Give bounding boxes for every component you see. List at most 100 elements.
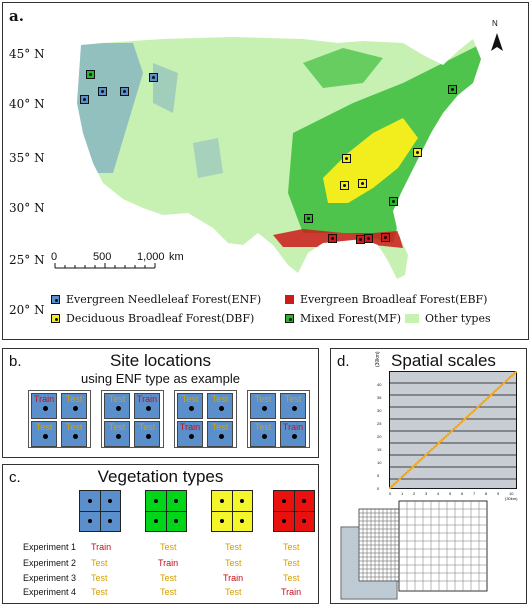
site-cell: Train: [177, 421, 203, 447]
experiment-row: Experiment 3: [23, 573, 76, 583]
experiment-value: Train: [158, 558, 179, 568]
x-tick: 7: [473, 491, 476, 496]
experiment-value: Test: [283, 558, 300, 568]
y-tick: 25: [377, 421, 382, 426]
legend-other: Other types: [405, 312, 491, 325]
panel-b-subtitle: using ENF type as example: [81, 371, 240, 386]
cell-label: Test: [211, 422, 229, 432]
mf-region: [303, 48, 383, 88]
experiment-value: Test: [283, 542, 300, 552]
lat-label-20: 20° N: [9, 303, 45, 317]
x-tick: 4: [437, 491, 440, 496]
grid-unit-side: (30km): [505, 496, 518, 501]
y-tick: 20: [377, 434, 382, 439]
experiment-value: Test: [91, 573, 108, 583]
lat-label-25: 25° N: [9, 253, 45, 267]
site-cell: Test: [207, 421, 233, 447]
grid-unit-top: (30km): [375, 351, 381, 367]
site-marker-dbf: [358, 179, 367, 188]
grid-sheets-stack: [340, 500, 488, 600]
panel-a-map: a. 45° N 40° N 35° N 30° N 25° N 20° N: [2, 2, 529, 340]
experiment-row: Experiment 4: [23, 587, 76, 597]
site-marker-dbf: [342, 154, 351, 163]
site-cell: Test: [104, 393, 130, 419]
experiment-value: Test: [91, 587, 108, 597]
x-tick: 0: [389, 491, 392, 496]
panel-d-label: d.: [337, 353, 350, 370]
experiment-row: Experiment 2: [23, 558, 76, 568]
experiment-value: Test: [160, 573, 177, 583]
site-marker-enf: [149, 73, 158, 82]
cell-label: Test: [108, 394, 126, 404]
cell-label: Test: [284, 394, 302, 404]
cell-label: Test: [65, 394, 83, 404]
legend-mf: Mixed Forest(MF): [285, 312, 401, 325]
scale-diagonal: [389, 371, 517, 489]
panel-c-vegetation-types: c. Vegetation types Experiment 1 Train T…: [2, 464, 319, 604]
x-tick: 2: [413, 491, 416, 496]
site-cell: Test: [61, 421, 87, 447]
site-cell: Test: [250, 421, 276, 447]
panel-a-label: a.: [9, 7, 24, 25]
experiment-name: Experiment 2: [23, 558, 77, 568]
lat-label-30: 30° N: [9, 201, 45, 215]
site-group-1: Train Test Test Test: [28, 390, 91, 448]
cell-label: Test: [138, 422, 156, 432]
site-group-2: Test Train Test Test: [101, 390, 164, 448]
x-tick: 3: [425, 491, 428, 496]
site-marker-mf: [389, 197, 398, 206]
x-tick: 9: [497, 491, 500, 496]
y-tick: 10: [377, 460, 382, 465]
legend-dbf: Deciduous Broadleaf Forest(DBF): [51, 312, 254, 325]
site-cell: Test: [177, 393, 203, 419]
site-cell: Test: [104, 421, 130, 447]
x-tick: 5: [449, 491, 452, 496]
legend-swatch-other: [405, 314, 419, 323]
experiment-value: Train: [91, 542, 112, 552]
panel-b-label: b.: [9, 353, 22, 370]
veg-type-mf: [145, 490, 187, 532]
lat-label-40: 40° N: [9, 97, 45, 111]
enf-region: [193, 138, 223, 178]
site-cell: Train: [134, 393, 160, 419]
site-marker-mf: [86, 70, 95, 79]
site-marker-dbf: [340, 181, 349, 190]
y-tick: 5: [377, 473, 380, 478]
experiment-value: Test: [225, 542, 242, 552]
site-marker-dbf: [413, 148, 422, 157]
panel-c-title: Vegetation types: [97, 467, 224, 486]
north-arrow-icon: [491, 33, 503, 51]
experiment-value: Test: [225, 558, 242, 568]
site-marker-ebf: [364, 234, 373, 243]
spatial-scale-grid: [389, 371, 517, 489]
site-cell: Test: [31, 421, 57, 447]
cell-label: Test: [108, 422, 126, 432]
panel-b-title: Site locations: [109, 351, 212, 370]
site-marker-mf: [448, 85, 457, 94]
experiment-name: Experiment 1: [23, 542, 77, 552]
legend-swatch-ebf: [285, 295, 294, 304]
cell-label: Test: [65, 422, 83, 432]
site-group-3: Test Test Train Test: [174, 390, 237, 448]
cell-label: Test: [35, 422, 53, 432]
cell-label: Test: [181, 394, 199, 404]
site-cell: Train: [31, 393, 57, 419]
scale-unit: km: [169, 251, 184, 263]
x-tick: 6: [461, 491, 464, 496]
x-tick: 1: [401, 491, 404, 496]
legend-swatch-dbf: [51, 314, 60, 323]
scale-label-1000: 1,000: [137, 251, 165, 263]
panel-c-label: c.: [9, 469, 21, 486]
veg-type-enf: [79, 490, 121, 532]
experiment-name: Experiment 3: [23, 573, 77, 583]
site-cell: Test: [250, 393, 276, 419]
site-marker-mf: [304, 214, 313, 223]
x-tick: 10: [509, 491, 514, 496]
us-land-cover-map: [54, 33, 503, 279]
cell-label: Train: [179, 422, 201, 432]
cell-label: Test: [254, 394, 272, 404]
site-marker-ebf: [328, 234, 337, 243]
scale-label-500: 500: [93, 251, 112, 263]
lat-label-35: 35° N: [9, 151, 45, 165]
panel-d-spatial-scales: d. Spatial scales (30km) 40 35 30 25 20 …: [330, 348, 527, 604]
